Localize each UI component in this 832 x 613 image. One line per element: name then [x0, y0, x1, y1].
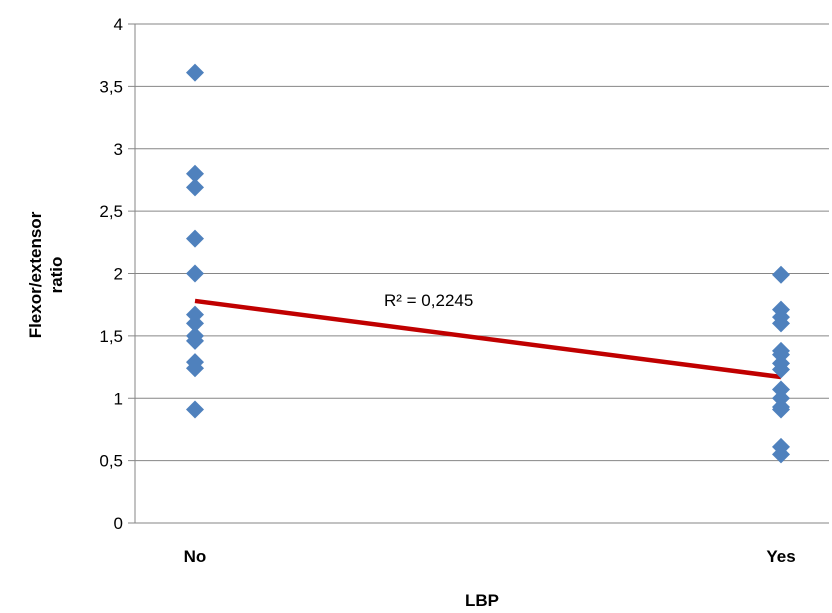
- data-point: [186, 314, 204, 333]
- x-category-labels: No Yes: [184, 547, 796, 566]
- y-axis-title: Flexor/extensor ratio: [26, 211, 66, 338]
- data-point: [772, 400, 790, 419]
- data-point: [772, 265, 790, 284]
- y-tick-label: 2: [114, 265, 123, 284]
- x-category-label: Yes: [766, 547, 795, 566]
- x-axis-title: LBP: [465, 591, 499, 610]
- x-category-label: No: [184, 547, 207, 566]
- y-axis-title-line: Flexor/extensor: [26, 211, 45, 338]
- y-tick-label: 0,5: [99, 452, 123, 471]
- data-point: [772, 314, 790, 333]
- data-point: [186, 63, 204, 82]
- axes: [134, 24, 829, 524]
- data-point: [186, 264, 204, 283]
- data-points: [186, 63, 790, 464]
- data-point: [772, 360, 790, 379]
- y-tick-label: 3: [114, 140, 123, 159]
- data-point: [186, 359, 204, 378]
- y-tick-label: 4: [114, 15, 123, 34]
- data-point: [772, 445, 790, 464]
- data-point: [186, 331, 204, 350]
- data-point: [186, 178, 204, 197]
- data-point: [186, 229, 204, 248]
- y-tick-label: 1: [114, 389, 123, 408]
- y-tick-label: 0: [114, 514, 123, 533]
- trendline-group: [194, 298, 782, 380]
- data-point: [186, 164, 204, 183]
- y-tick-labels: 0 0,5 1 1,5 2 2,5 3 3,5 4: [99, 15, 123, 533]
- y-tick-label: 1,5: [99, 327, 123, 346]
- trendline: [194, 298, 782, 380]
- gridlines: [128, 23, 829, 524]
- y-axis-title-line: ratio: [47, 257, 66, 294]
- y-tick-label: 2,5: [99, 202, 123, 221]
- data-point: [186, 400, 204, 419]
- r-squared-annotation: R² = 0,2245: [384, 291, 473, 310]
- y-tick-label: 3,5: [99, 77, 123, 96]
